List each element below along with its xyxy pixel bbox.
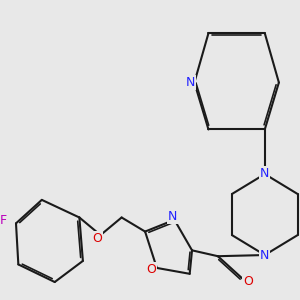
Text: N: N: [260, 167, 269, 180]
Text: N: N: [186, 76, 196, 89]
Text: O: O: [146, 263, 156, 276]
Text: O: O: [243, 275, 253, 288]
Text: F: F: [0, 214, 7, 227]
Text: O: O: [92, 232, 102, 245]
Text: N: N: [260, 249, 269, 262]
Text: N: N: [168, 210, 178, 223]
